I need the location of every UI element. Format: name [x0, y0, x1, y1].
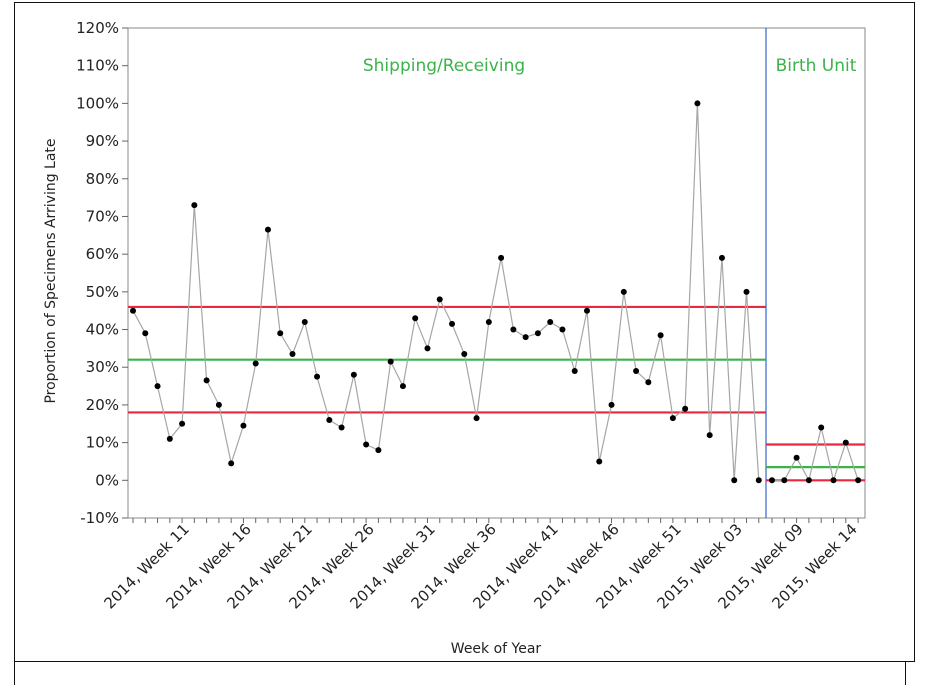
data-point	[326, 417, 333, 423]
data-point	[559, 326, 566, 333]
phase-label: Shipping/Receiving	[363, 56, 525, 76]
data-point	[166, 435, 173, 442]
chart-frame-bottom	[14, 661, 906, 685]
data-point	[264, 226, 271, 233]
data-point	[228, 460, 235, 467]
y-tick-label: 90%	[86, 132, 119, 150]
plot-area	[127, 27, 866, 519]
data-point	[583, 307, 590, 314]
data-point	[682, 405, 689, 412]
data-point	[706, 432, 713, 439]
data-point	[731, 477, 738, 484]
data-point	[645, 379, 652, 386]
y-tick-label: -10%	[80, 509, 119, 527]
data-point	[473, 415, 480, 422]
data-point	[314, 373, 321, 380]
y-tick-label: 100%	[76, 94, 119, 112]
data-point	[620, 288, 627, 295]
data-point	[633, 368, 640, 374]
y-tick-label: 0%	[95, 471, 119, 489]
y-tick-label: 80%	[86, 170, 119, 188]
y-tick-label: 40%	[86, 321, 119, 339]
data-point	[830, 477, 837, 484]
data-point	[363, 441, 370, 448]
data-point	[240, 422, 247, 429]
data-point	[436, 296, 443, 303]
series-line	[132, 103, 760, 481]
data-point	[498, 254, 505, 261]
y-tick-label: 110%	[76, 57, 119, 75]
data-point	[179, 420, 186, 427]
data-point	[510, 326, 517, 333]
y-tick-label: 50%	[86, 283, 119, 301]
chart-labels: Shipping/Receiving Birth Unit	[363, 56, 857, 76]
data-point	[534, 330, 541, 337]
data-point	[669, 415, 676, 422]
data-point	[338, 424, 345, 431]
data-point	[571, 368, 578, 374]
phase-label: Birth Unit	[776, 56, 857, 76]
data-point	[781, 477, 788, 484]
data-series	[130, 100, 862, 484]
x-axis-title: Week of Year	[451, 641, 542, 657]
data-point	[301, 319, 308, 325]
y-tick-label: 10%	[86, 434, 119, 452]
data-point	[694, 100, 701, 107]
plot-border	[127, 27, 866, 519]
y-tick-label: 30%	[86, 358, 119, 376]
data-point	[805, 477, 812, 484]
data-point	[412, 315, 419, 322]
data-point	[818, 424, 825, 431]
data-point	[399, 383, 406, 390]
series-line	[772, 427, 859, 483]
data-point	[522, 334, 529, 341]
data-point	[657, 332, 664, 339]
y-tick-label: 60%	[86, 245, 119, 263]
y-axis: -10% 0% 10% 20% 30% 40% 50% 60% 70% 80% 90% 100% 110…	[76, 19, 128, 527]
data-point	[289, 351, 296, 358]
y-tick-label: 120%	[76, 19, 119, 37]
y-axis-title: Proportion of Specimens Arriving Late	[43, 138, 59, 403]
control-limits	[128, 28, 865, 518]
y-tick-label: 20%	[86, 396, 119, 414]
data-point	[608, 401, 615, 408]
data-point	[130, 307, 136, 314]
data-point	[755, 477, 762, 484]
data-point	[485, 319, 492, 325]
data-point	[375, 447, 382, 454]
data-point	[596, 458, 603, 465]
data-point	[547, 319, 554, 325]
data-point	[142, 330, 149, 337]
data-point	[350, 371, 357, 378]
data-point	[842, 439, 849, 446]
data-point	[191, 202, 198, 209]
y-tick-label: 70%	[86, 207, 119, 225]
data-point	[277, 330, 284, 337]
data-point	[215, 401, 222, 408]
data-point	[424, 345, 431, 352]
data-point	[769, 477, 775, 484]
chart-frame	[14, 2, 915, 662]
data-point	[449, 320, 456, 327]
data-point	[252, 360, 259, 367]
data-point	[743, 288, 750, 295]
data-point	[154, 383, 161, 390]
data-point	[793, 454, 800, 461]
data-point	[203, 377, 210, 384]
data-point	[718, 254, 725, 261]
data-point	[855, 477, 862, 484]
data-point	[461, 351, 468, 358]
data-point	[387, 358, 394, 365]
